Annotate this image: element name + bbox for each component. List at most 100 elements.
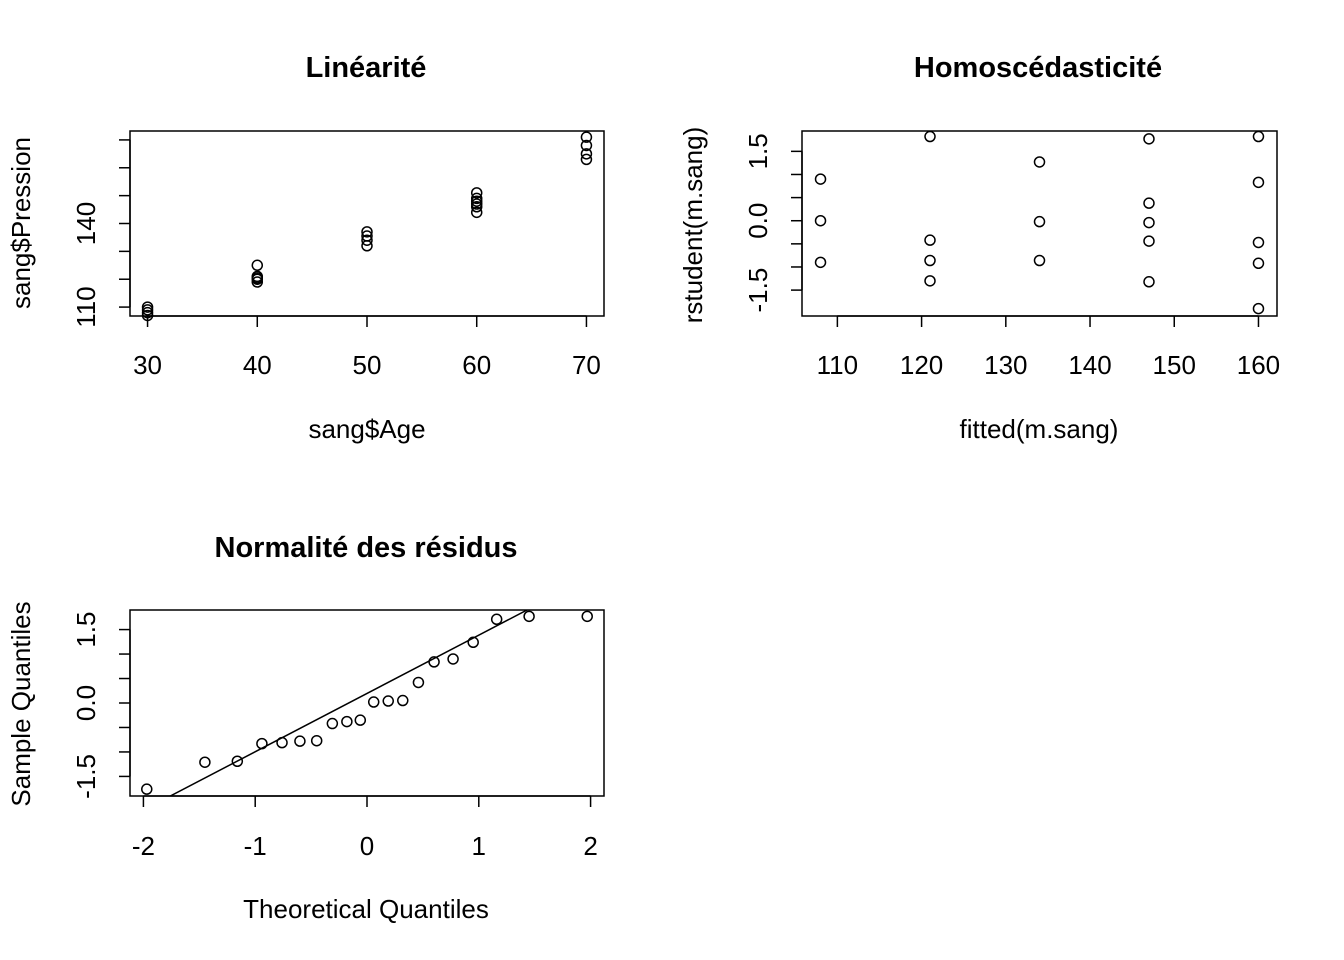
data-point: [412, 676, 425, 689]
x-tick-label: 130: [984, 350, 1027, 380]
data-point: [199, 756, 211, 768]
y-tick-label: 0.0: [743, 203, 773, 239]
y-tick-label: 140: [71, 202, 101, 245]
data-point: [490, 613, 503, 626]
x-tick-label: 110: [817, 350, 858, 380]
points-layer: [141, 610, 593, 796]
x-tick-label: 120: [900, 350, 943, 380]
data-point: [276, 736, 288, 749]
data-point: [361, 230, 373, 242]
y-tick-label: 1.5: [71, 612, 101, 648]
x-axis-label: sang$Age: [308, 414, 425, 444]
data-point: [1033, 215, 1046, 228]
data-point: [1033, 156, 1046, 168]
data-point: [367, 696, 380, 708]
data-point: [924, 275, 936, 287]
y-tick-label: 1.5: [743, 133, 773, 169]
data-point: [924, 130, 936, 143]
data-point: [814, 256, 827, 269]
data-point: [523, 610, 535, 623]
chart-title: Linéarité: [306, 52, 427, 84]
data-point: [580, 131, 593, 143]
data-point: [1143, 216, 1155, 229]
data-point: [924, 254, 936, 267]
points-layer: [141, 131, 593, 322]
data-point: [294, 735, 306, 747]
chart-title: Homoscédasticité: [914, 52, 1162, 84]
data-point: [1143, 235, 1155, 247]
x-tick-label: -1: [244, 831, 267, 861]
data-point: [470, 198, 483, 210]
data-point: [251, 276, 264, 288]
x-tick-label: 60: [462, 350, 491, 380]
data-point: [580, 153, 593, 166]
data-point: [1033, 254, 1046, 267]
data-point: [470, 206, 483, 219]
x-tick-label: 160: [1237, 350, 1280, 380]
data-point: [141, 783, 153, 795]
data-point: [447, 653, 459, 665]
data-point: [1252, 236, 1265, 249]
panel-normalite: Normalité des résidus -2 -1 0 1 2 -1.5 0.0 1.5…: [6, 532, 605, 924]
x-tick-label: 1: [472, 831, 486, 861]
data-point: [1252, 176, 1265, 189]
data-point: [310, 734, 323, 747]
x-tick-label: 30: [133, 350, 162, 380]
data-point: [361, 234, 373, 246]
panel-linearite: Linéarité 30 40 50 60 70 110 140 sang$Age san…: [6, 52, 605, 444]
data-point: [354, 714, 367, 726]
data-point: [361, 226, 373, 238]
y-tick-label: -1.5: [743, 268, 773, 313]
data-point: [1143, 276, 1155, 288]
chart-title: Normalité des résidus: [215, 532, 518, 564]
x-tick-label: 150: [1153, 350, 1196, 380]
qq-reference-line: [168, 610, 529, 796]
y-tick-label: -1.5: [71, 754, 101, 799]
data-point: [251, 272, 264, 284]
y-axis-label: Sample Quantiles: [6, 601, 36, 806]
data-point: [397, 694, 409, 707]
data-point: [470, 187, 483, 199]
data-point: [382, 695, 394, 707]
x-axis: 30 40 50 60 70: [133, 315, 601, 380]
data-point: [580, 139, 593, 152]
data-point: [1252, 257, 1265, 270]
x-tick-label: 0: [360, 831, 374, 861]
x-tick-label: 70: [572, 350, 601, 380]
x-tick-label: 140: [1068, 350, 1111, 380]
data-point: [326, 717, 339, 730]
data-point: [581, 610, 593, 623]
data-point: [814, 173, 827, 185]
x-axis: -2 -1 0 1 2: [132, 795, 598, 861]
panel-homoscedasticite: Homoscédasticité 110 120 130 140 150 160 -1.5…: [678, 52, 1280, 444]
data-point: [1252, 302, 1265, 315]
data-point: [251, 259, 264, 272]
data-point: [580, 148, 593, 160]
x-tick-label: 2: [583, 831, 597, 861]
data-point: [467, 636, 479, 649]
y-axis: 110 140: [71, 139, 131, 328]
x-axis-label: Theoretical Quantiles: [243, 894, 489, 924]
x-tick-label: 50: [353, 350, 382, 380]
data-point: [141, 304, 154, 316]
data-point: [470, 192, 483, 205]
data-point: [231, 755, 244, 767]
y-tick-label: 110: [71, 286, 101, 327]
x-tick-label: -2: [132, 831, 155, 861]
y-tick-label: 0.0: [71, 685, 101, 721]
points-layer: [814, 130, 1265, 315]
data-point: [1252, 130, 1265, 143]
y-axis: -1.5 0.0 1.5: [743, 133, 803, 313]
x-tick-label: 40: [243, 350, 272, 380]
data-point: [341, 715, 353, 728]
data-point: [814, 214, 827, 227]
data-point: [924, 234, 936, 246]
data-point: [1143, 133, 1155, 145]
y-axis: -1.5 0.0 1.5: [71, 612, 131, 799]
data-point: [256, 737, 268, 750]
y-axis-label: sang$Pression: [6, 137, 36, 309]
data-point: [428, 656, 440, 668]
x-axis: 110 120 130 140 150 160: [817, 315, 1280, 380]
